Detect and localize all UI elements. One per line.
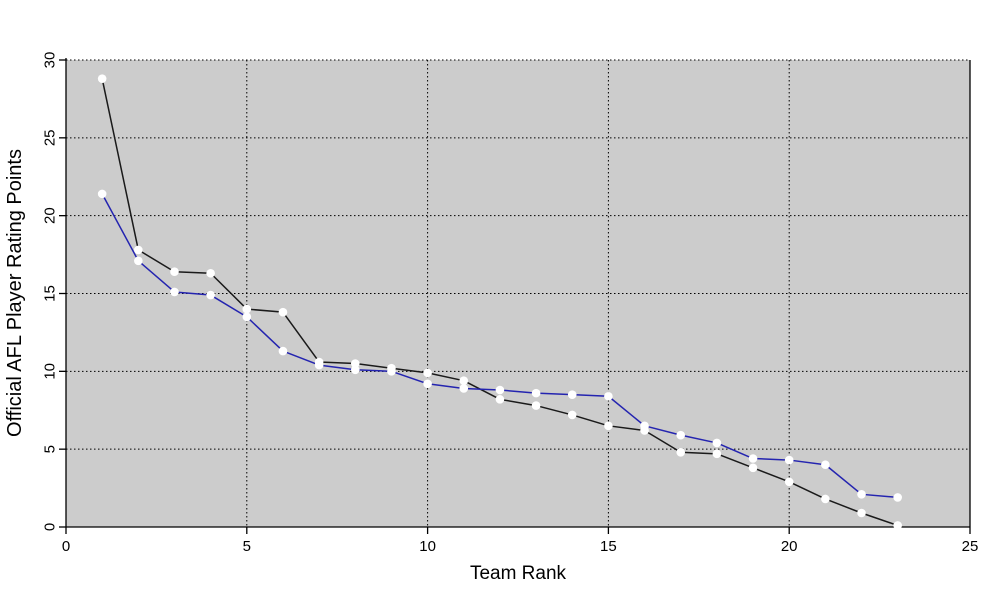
y-tick-label: 30 (42, 52, 59, 69)
blue-series-marker (459, 384, 469, 393)
axis-ticks (59, 59, 971, 534)
black-series-marker (676, 447, 686, 457)
data-series (97, 74, 902, 530)
blue-series-marker (567, 390, 577, 399)
blue-series-marker (531, 388, 541, 398)
black-series-marker (712, 449, 722, 459)
blue-series-marker (242, 312, 252, 322)
blue-series-marker (893, 493, 902, 502)
x-tick-label: 0 (62, 538, 70, 555)
x-tick-label: 25 (962, 538, 979, 555)
blue-series-marker (170, 287, 179, 297)
black-series-marker (857, 508, 866, 518)
black-series-marker (748, 463, 758, 473)
y-tick-label: 0 (42, 523, 59, 531)
gridlines (66, 59, 970, 527)
blue-series-marker (314, 360, 324, 370)
black-series-marker (242, 304, 252, 314)
blue-series-marker (206, 290, 215, 300)
blue-series-marker (784, 455, 794, 465)
black-series-marker (134, 245, 143, 255)
black-series-marker (459, 376, 469, 385)
black-series-marker (567, 410, 577, 420)
black-series-marker (821, 494, 830, 504)
blue-series-marker (712, 438, 722, 448)
y-tick-label: 10 (42, 363, 59, 380)
blue-series-marker (97, 189, 107, 199)
black-series-marker (206, 268, 215, 278)
blue-series-marker (134, 256, 143, 266)
black-series-marker (97, 74, 107, 83)
blue-series-marker (423, 379, 432, 389)
y-tick-label: 25 (42, 129, 59, 146)
x-tick-label: 10 (419, 538, 436, 555)
black-series-marker (170, 267, 179, 277)
black-series-marker (350, 359, 360, 368)
y-tick-label: 20 (42, 207, 59, 224)
x-tick-label: 20 (781, 538, 798, 555)
x-axis-title: Team Rank (470, 563, 567, 584)
y-tick-label: 5 (42, 445, 59, 453)
black-series-marker (531, 401, 541, 410)
blue-series-marker (640, 421, 649, 431)
axis-tick-labels: 0 5 10 15 20 25 0 5 10 15 20 25 30 (42, 52, 979, 555)
black-series-marker (423, 368, 432, 378)
blue-series-marker (857, 490, 866, 499)
blue-series-marker (821, 460, 830, 470)
y-axis-title: Official AFL Player Rating Points (4, 149, 26, 437)
black-series-marker (495, 395, 505, 404)
blue-series-marker (748, 454, 758, 463)
black-series-marker (604, 421, 613, 431)
blue-series-marker (350, 365, 360, 375)
blue-series-marker (278, 346, 288, 356)
y-tick-label: 15 (42, 285, 59, 302)
blue-series-marker (604, 391, 613, 401)
blue-series-marker (495, 385, 505, 395)
black-series-marker (893, 521, 902, 530)
blue-series-marker (676, 430, 686, 440)
x-tick-label: 15 (600, 538, 617, 555)
black-series-marker (278, 307, 288, 317)
black-series-marker (784, 477, 794, 487)
blue-series-marker (387, 367, 396, 376)
x-tick-label: 5 (243, 538, 251, 555)
